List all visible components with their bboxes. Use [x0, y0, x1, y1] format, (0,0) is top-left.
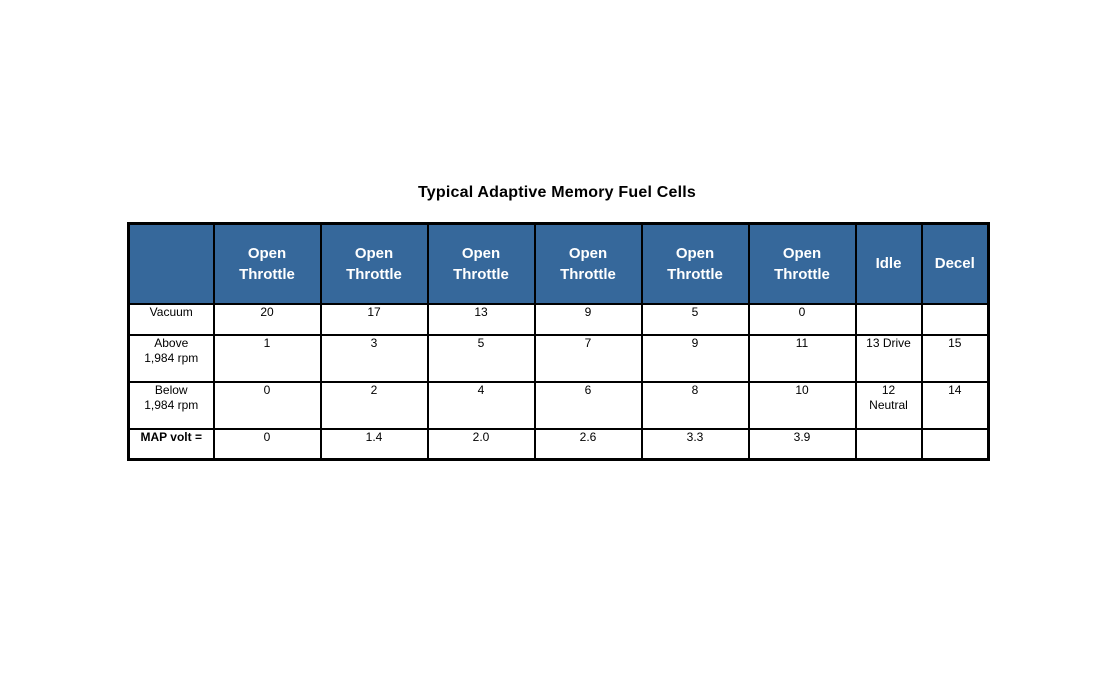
page-title: Typical Adaptive Memory Fuel Cells	[418, 184, 696, 201]
table-cell: 8	[640, 380, 750, 430]
table-cell	[920, 427, 990, 461]
table-cell	[854, 427, 923, 461]
column-header-open-throttle-6: Open Throttle	[747, 222, 857, 305]
column-header-open-throttle-1: Open Throttle	[212, 222, 322, 305]
column-header-idle: Idle	[854, 222, 923, 305]
table-cell: 1	[212, 333, 322, 383]
column-header-open-throttle-4: Open Throttle	[533, 222, 643, 305]
table-cell: 9	[640, 333, 750, 383]
table-cell	[920, 302, 990, 336]
column-header-open-throttle-3: Open Throttle	[426, 222, 536, 305]
table-cell: 14	[920, 380, 990, 430]
table-cell: 13 Drive	[854, 333, 923, 383]
table-cell: 11	[747, 333, 857, 383]
column-header-decel: Decel	[920, 222, 990, 305]
table-cell: 2	[319, 380, 429, 430]
table-cell: 10	[747, 380, 857, 430]
row-label-below-1984-rpm: Below 1,984 rpm	[127, 380, 215, 430]
table-cell: 1.4	[319, 427, 429, 461]
table-cell: 20	[212, 302, 322, 336]
table-cell: 0	[212, 380, 322, 430]
table-cell: 0	[747, 302, 857, 336]
table-cell: 6	[533, 380, 643, 430]
table-row-vacuum: Vacuum 20 17 13 9 5 0	[127, 302, 990, 336]
table-cell: 2.6	[533, 427, 643, 461]
table-cell: 0	[212, 427, 322, 461]
row-label-above-1984-rpm: Above 1,984 rpm	[127, 333, 215, 383]
row-label-map-volt: MAP volt =	[127, 427, 215, 461]
table-header-row: Open Throttle Open Throttle Open Throttl…	[127, 222, 990, 305]
table-row-map-volt: MAP volt = 0 1.4 2.0 2.6 3.3 3.9	[127, 427, 990, 461]
table-cell: 2.0	[426, 427, 536, 461]
table-row-above-1984-rpm: Above 1,984 rpm 1 3 5 7 9 11 13 Drive 15	[127, 333, 990, 383]
table-cell: 4	[426, 380, 536, 430]
table-cell: 3.9	[747, 427, 857, 461]
table-cell: 3	[319, 333, 429, 383]
column-header-open-throttle-2: Open Throttle	[319, 222, 429, 305]
table-row-below-1984-rpm: Below 1,984 rpm 0 2 4 6 8 10 12 Neutral …	[127, 380, 990, 430]
table-cell: 9	[533, 302, 643, 336]
table-cell: 13	[426, 302, 536, 336]
column-header-blank	[127, 222, 215, 305]
row-label-vacuum: Vacuum	[127, 302, 215, 336]
table-cell: 15	[920, 333, 990, 383]
fuel-cells-table: Open Throttle Open Throttle Open Throttl…	[127, 222, 990, 461]
table-cell: 17	[319, 302, 429, 336]
table-cell: 5	[640, 302, 750, 336]
table-cell: 12 Neutral	[854, 380, 923, 430]
table-cell: 5	[426, 333, 536, 383]
table-cell	[854, 302, 923, 336]
table-cell: 7	[533, 333, 643, 383]
table-cell: 3.3	[640, 427, 750, 461]
column-header-open-throttle-5: Open Throttle	[640, 222, 750, 305]
